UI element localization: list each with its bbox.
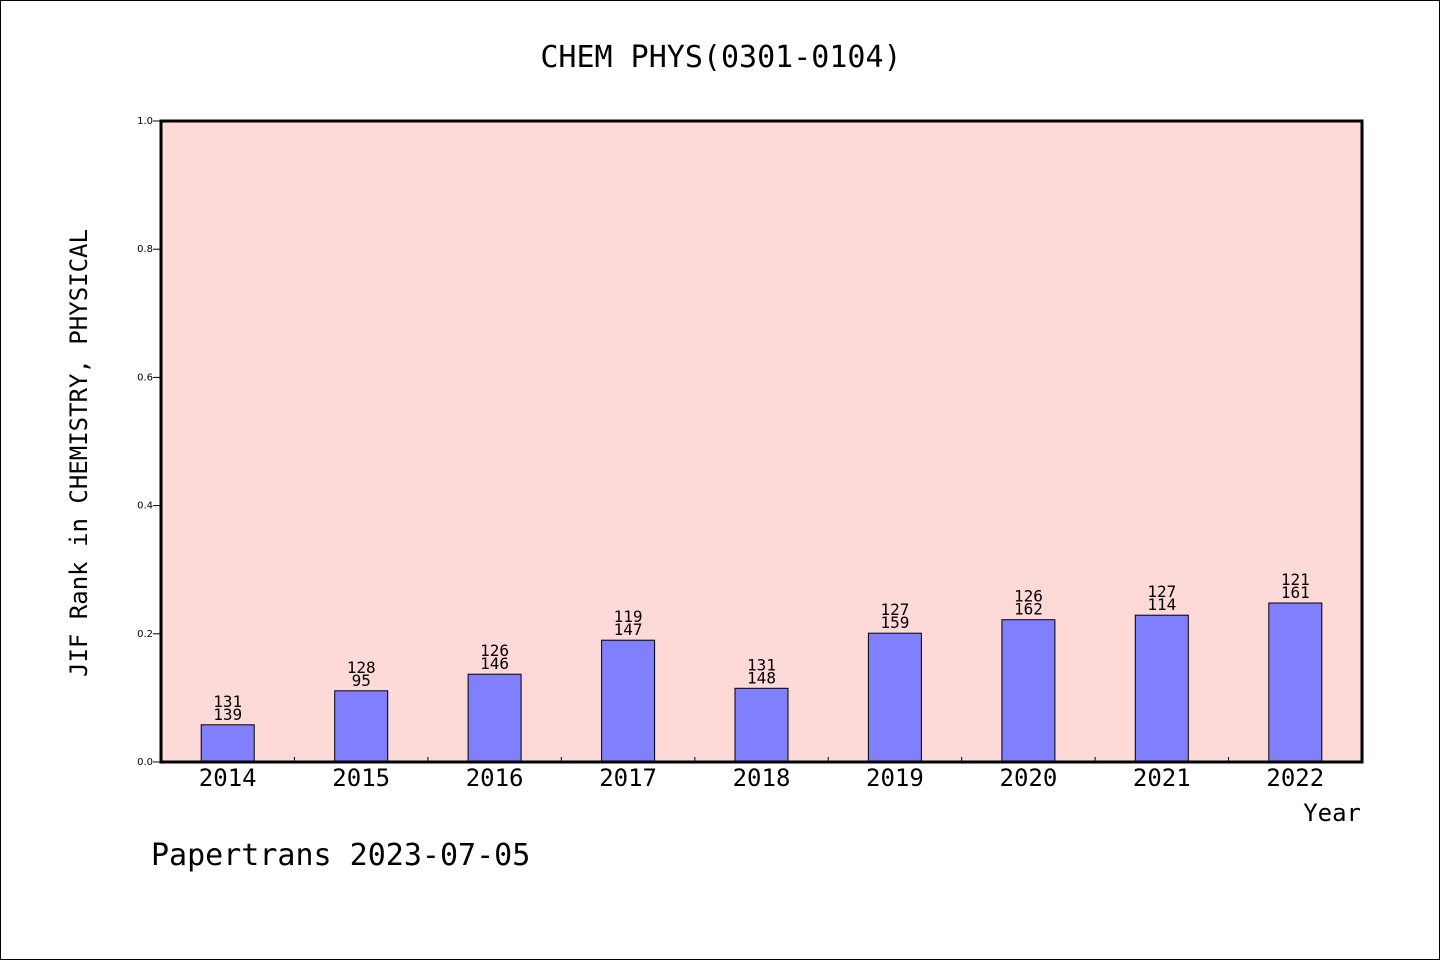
x-tick-label-2019: 2019: [866, 764, 924, 792]
bar-label-bottom-2021: 114: [1147, 595, 1176, 614]
plot-border: [159, 119, 1364, 764]
y-tick-label: 0.0: [137, 757, 153, 768]
bar-label-bottom-2022: 161: [1281, 583, 1310, 602]
bar-label-top-2021: 127: [1147, 582, 1176, 601]
bar-2015: [334, 690, 389, 763]
y-tick-label: 0.2: [137, 629, 153, 640]
bar-label-top-2020: 126: [1014, 587, 1043, 606]
bar-2017: [601, 639, 656, 763]
x-tick-label-2016: 2016: [466, 764, 524, 792]
x-tick-label-2017: 2017: [599, 764, 657, 792]
bar-label-top-2016: 126: [480, 641, 509, 660]
x-axis: 2014 2015 2016 2017 2018 2019 2020 2021 2022: [199, 757, 1324, 792]
bar-label-bottom-2018: 148: [747, 668, 776, 687]
bar-label-bottom-2014: 139: [213, 705, 242, 724]
bar-label-bottom-2020: 162: [1014, 600, 1043, 619]
x-tick-label-2018: 2018: [733, 764, 791, 792]
y-tick-label: 0.4: [137, 501, 153, 512]
bar-2022: [1268, 602, 1323, 763]
bar-2021: [1134, 614, 1189, 763]
bar-2019: [867, 632, 922, 763]
x-tick-label-2022: 2022: [1266, 764, 1324, 792]
bars-group: [200, 602, 1323, 763]
bar-2014: [200, 724, 255, 763]
x-tick-label-2020: 2020: [1000, 764, 1058, 792]
bar-label-top-2019: 127: [880, 600, 909, 619]
bar-label-top-2017: 119: [614, 607, 643, 626]
bar-label-bottom-2015: 95: [352, 671, 371, 690]
bar-label-top-2018: 131: [747, 655, 776, 674]
chart-title: CHEM PHYS(0301-0104): [540, 40, 901, 75]
y-tick-label: 0.8: [137, 244, 153, 255]
x-tick-label-2021: 2021: [1133, 764, 1191, 792]
bar-label-bottom-2017: 147: [614, 620, 643, 639]
bar-labels-group: 1311391289512614611914713114812715912616…: [213, 570, 1310, 724]
bar-2016: [467, 673, 522, 763]
y-axis: 0.0 0.2 0.4 0.6 0.8 1.0: [137, 116, 161, 768]
bar-label-bottom-2016: 146: [480, 654, 509, 673]
bar-label-top-2022: 121: [1281, 570, 1310, 589]
x-tick-label-2014: 2014: [199, 764, 257, 792]
bar-label-bottom-2019: 159: [880, 613, 909, 632]
x-tick-label-2015: 2015: [332, 764, 390, 792]
bar-2020: [1001, 619, 1056, 763]
y-tick-label: 0.6: [137, 372, 153, 383]
bar-label-top-2015: 128: [347, 658, 376, 677]
y-axis-label: JIF Rank in CHEMISTRY, PHYSICAL: [65, 229, 93, 677]
footer-credit: Papertrans 2023-07-05: [151, 838, 530, 873]
x-axis-label: Year: [1303, 799, 1361, 827]
y-tick-label: 1.0: [137, 116, 153, 127]
bar-2018: [734, 687, 789, 763]
bar-label-top-2014: 131: [213, 692, 242, 711]
